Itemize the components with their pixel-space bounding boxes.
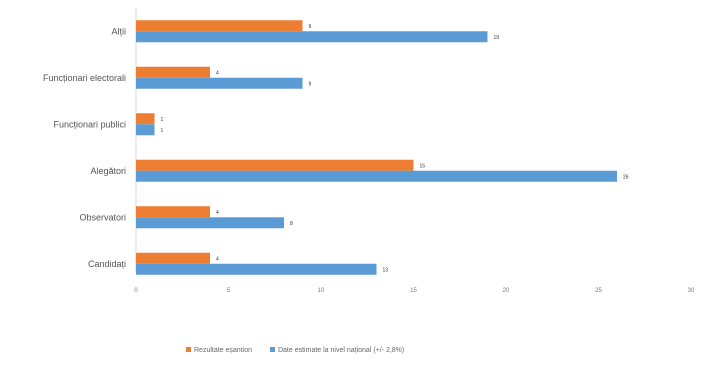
x-tick-label: 0	[134, 288, 138, 294]
bar-national-estimate	[136, 77, 303, 89]
bar-sample	[136, 206, 210, 218]
bars-group: 9 19 4 9 1 1 15 26 4 8 4 13	[136, 20, 629, 275]
bar-sample	[136, 20, 303, 32]
bar-value-label: 1	[161, 117, 164, 123]
legend: Rezultate eșantion Date estimate la nivel…	[186, 347, 404, 354]
bar-sample	[136, 66, 210, 78]
x-tick-label: 10	[318, 288, 325, 294]
bar-value-label: 26	[623, 174, 629, 180]
x-axis-ticks: 0 5 10 15 20 25 30	[134, 288, 695, 294]
category-label: Candidați	[88, 259, 126, 269]
category-label: Funcționari publici	[53, 119, 126, 129]
bar-sample	[136, 113, 155, 125]
x-tick-label: 20	[503, 288, 510, 294]
bar-value-label: 1	[161, 128, 164, 134]
bar-value-label: 4	[216, 256, 219, 262]
bar-value-label: 15	[420, 163, 426, 169]
x-tick-label: 5	[227, 288, 231, 294]
bar-national-estimate	[136, 263, 377, 275]
bar-value-label: 13	[383, 267, 389, 273]
bar-national-estimate	[136, 124, 155, 136]
category-label: Alegători	[90, 166, 126, 176]
category-labels: Alții Funcționari electorali Funcționari p…	[43, 26, 126, 269]
bar-value-label: 8	[290, 221, 293, 227]
x-tick-label: 15	[410, 288, 417, 294]
category-label: Observatori	[79, 212, 126, 222]
bar-national-estimate	[136, 31, 488, 43]
bar-sample	[136, 159, 414, 171]
x-tick-label: 25	[595, 288, 602, 294]
bar-value-label: 4	[216, 210, 219, 216]
bar-value-label: 19	[494, 35, 500, 41]
bar-value-label: 9	[309, 81, 312, 87]
bar-national-estimate	[136, 170, 617, 182]
bar-sample	[136, 252, 210, 264]
legend-label: Date estimate la nivel național (+/- 2,8…	[278, 347, 404, 354]
legend-label: Rezultate eșantion	[194, 347, 252, 354]
category-label: Alții	[111, 26, 126, 36]
legend-swatch	[186, 347, 191, 352]
bar-national-estimate	[136, 217, 284, 229]
legend-swatch	[269, 347, 275, 352]
x-tick-label: 30	[688, 288, 695, 294]
bar-value-label: 9	[309, 24, 312, 30]
bar-value-label: 4	[216, 70, 219, 76]
category-label: Funcționari electorali	[43, 73, 126, 83]
